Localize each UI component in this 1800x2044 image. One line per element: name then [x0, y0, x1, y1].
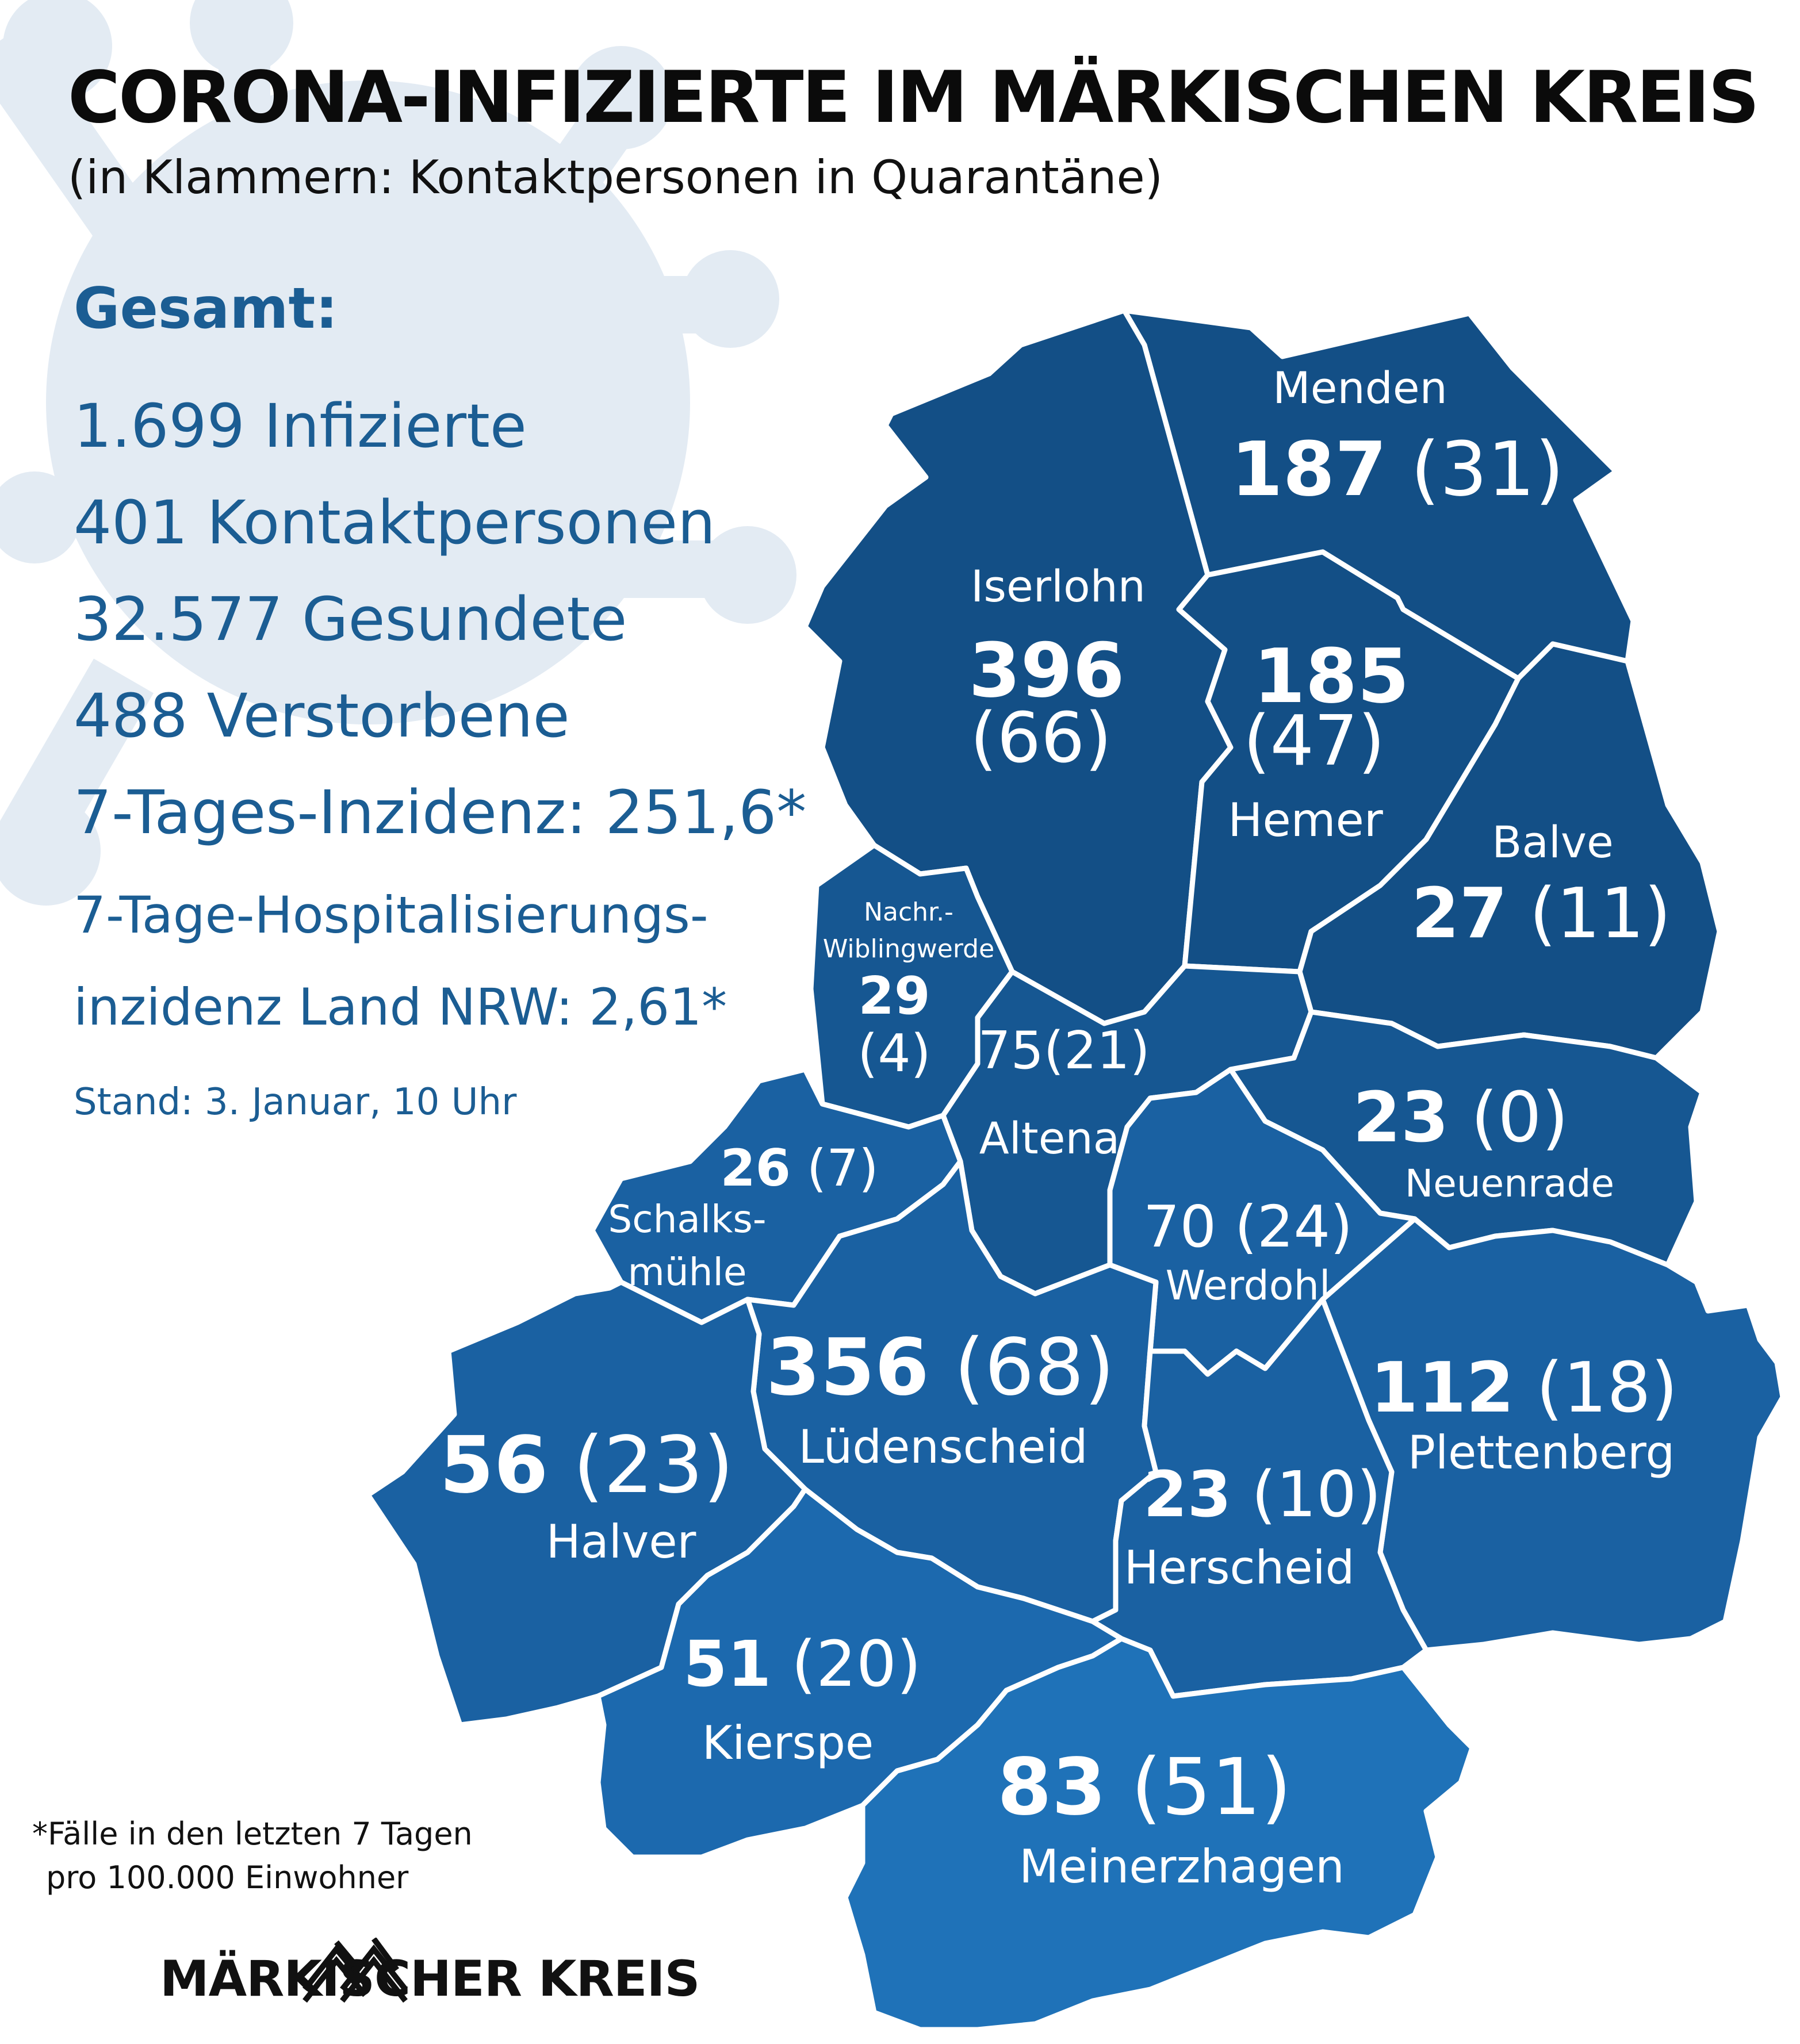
value-balve: 27 (11)	[1411, 874, 1671, 954]
label-luedenscheid: Lüdenscheid	[798, 1420, 1088, 1474]
stat-infected: 1.699 Infizierte	[74, 391, 527, 461]
label-halver: Halver	[546, 1515, 696, 1569]
stat-incidence: 7-Tages-Inzidenz: 251,6*	[74, 777, 807, 847]
page-title: CORONA-INFIZIERTE IM MÄRKISCHEN KREIS	[68, 56, 1760, 139]
virus-background-graphic	[0, 0, 796, 906]
value-schalksmuehle: 26 (7)	[720, 1138, 879, 1198]
data-timestamp: Stand: 3. Januar, 10 Uhr	[74, 1081, 517, 1123]
label-neuenrade: Neuenrade	[1404, 1161, 1615, 1206]
cases-nachrodt: 29	[858, 966, 930, 1026]
value-halver: 56 (23)	[439, 1420, 734, 1511]
value-altena: 75(21)	[978, 1021, 1150, 1081]
contacts-hemer: (47)	[1243, 701, 1385, 781]
footnote: *Fälle in den letzten 7 Tagen pro 100.00…	[32, 1812, 473, 1900]
label-herscheid: Herscheid	[1124, 1541, 1355, 1594]
value-menden: 187 (31)	[1231, 425, 1564, 513]
label-menden: Menden	[1273, 362, 1447, 413]
value-meinerzhagen: 83 (51)	[997, 1742, 1292, 1833]
label-schalksmuehle: Schalks-mühle	[608, 1197, 767, 1294]
footnote-line2: pro 100.000 Einwohner	[46, 1859, 409, 1896]
stat-recovered: 32.577 Gesundete	[74, 584, 627, 654]
label-plettenberg: Plettenberg	[1407, 1426, 1675, 1479]
contacts-iserlohn: (66)	[970, 699, 1112, 779]
stat-deceased: 488 Verstorbene	[74, 681, 570, 751]
label-iserlohn: Iserlohn	[971, 561, 1146, 612]
label-kierspe: Kierspe	[702, 1716, 874, 1770]
label-altena: Altena	[979, 1113, 1120, 1164]
stat-hospital-line1: 7-Tage-Hospitalisierungs-	[74, 885, 708, 945]
cases-hemer: 185	[1253, 632, 1410, 720]
maerkischer-kreis-logo-icon	[302, 1938, 408, 2003]
logo-wordmark: MÄRKISCHER KREIS	[160, 1950, 700, 2008]
region-meinerzhagen[interactable]	[842, 1636, 1475, 2033]
cases-menden: 187	[1231, 425, 1387, 513]
value-herscheid: 23 (10)	[1143, 1458, 1381, 1531]
page-subtitle: (in Klammern: Kontaktpersonen in Quarant…	[68, 151, 1163, 204]
value-neuenrade: 23 (0)	[1353, 1078, 1569, 1158]
summary-heading: Gesamt:	[74, 276, 338, 342]
contacts-menden: (31)	[1410, 425, 1564, 513]
label-meinerzhagen: Meinerzhagen	[1019, 1840, 1345, 1893]
contacts-nachrodt: (4)	[857, 1023, 931, 1084]
value-plettenberg: 112 (18)	[1370, 1348, 1678, 1428]
cases-iserlohn: 396	[968, 627, 1125, 714]
stat-hospital-line2: inzidenz Land NRW: 2,61*	[74, 977, 727, 1037]
label-hemer: Hemer	[1228, 793, 1383, 847]
stat-contacts: 401 Kontaktpersonen	[74, 488, 716, 558]
label-balve: Balve	[1492, 816, 1614, 868]
label-nachrodt: Nachr.- Wiblingwerde	[822, 898, 995, 964]
label-werdohl: Werdohl	[1165, 1262, 1331, 1309]
footnote-line1: *Fälle in den letzten 7 Tagen	[32, 1816, 473, 1852]
value-kierspe: 51 (20)	[683, 1627, 921, 1701]
value-luedenscheid: 356 (68)	[765, 1322, 1115, 1413]
value-werdohl: 70 (24)	[1143, 1193, 1353, 1260]
